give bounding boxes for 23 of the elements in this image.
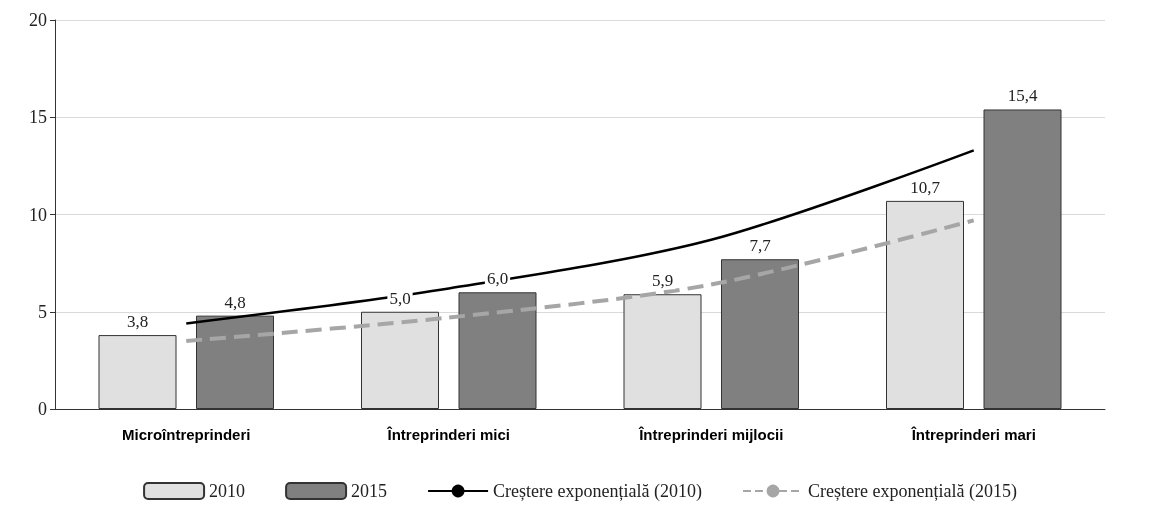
data-label: 15,4 xyxy=(1007,86,1038,106)
y-tick-label: 15 xyxy=(29,107,47,128)
y-tick-label: 20 xyxy=(29,10,47,30)
x-tick-label: Microîntreprinderi xyxy=(122,426,251,443)
legend-label: 2015 xyxy=(351,481,388,501)
y-tick-label: 0 xyxy=(38,399,47,419)
data-label: 6,0 xyxy=(486,269,509,289)
y-tick-label: 10 xyxy=(29,204,47,225)
data-label: 10,7 xyxy=(910,177,941,197)
line-series xyxy=(184,218,976,343)
x-tick-label: Întreprinderi mijlocii xyxy=(638,426,784,443)
y-tick-label: 5 xyxy=(38,301,47,322)
data-label: 5,0 xyxy=(389,288,411,308)
x-tick-label: Întreprinderi mici xyxy=(386,426,511,443)
legend-label: 2010 xyxy=(209,481,246,501)
legend-label: Creștere exponențială (2010) xyxy=(493,481,703,502)
data-label: 3,8 xyxy=(126,312,149,332)
line-series xyxy=(185,149,975,325)
legend-label: Creștere exponențială (2015) xyxy=(808,481,1017,502)
data-label: 7,7 xyxy=(749,236,772,256)
data-label: 5,9 xyxy=(651,271,674,291)
data-label: 4,8 xyxy=(224,292,246,312)
x-tick-label: Întreprinderi mari xyxy=(910,426,1036,443)
